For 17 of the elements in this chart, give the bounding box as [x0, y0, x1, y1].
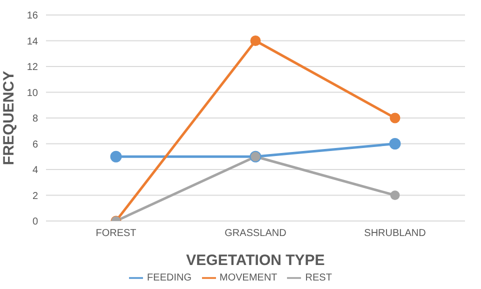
y-axis-title: FREQUENCY	[0, 70, 18, 166]
y-tick-label: 10	[26, 88, 38, 99]
y-tick-label: 16	[26, 10, 38, 22]
x-tick-label: SHRUBLAND	[364, 228, 426, 240]
legend-label: FEEDING	[147, 272, 192, 284]
y-tick-label: 12	[26, 62, 38, 74]
legend-label: REST	[305, 272, 332, 284]
legend-label: MOVEMENT	[220, 272, 278, 284]
y-tick-label: 8	[32, 114, 38, 125]
y-tick-label: 2	[32, 190, 38, 202]
x-tick-label: GRASSLAND	[224, 228, 286, 240]
y-tick-label: 4	[32, 165, 38, 176]
y-tick-label: 0	[32, 216, 38, 228]
x-axis-title: VEGETATION TYPE	[186, 252, 325, 269]
y-tick-label: 14	[26, 36, 38, 48]
y-tick-label: 6	[32, 139, 38, 150]
x-tick-label: FOREST	[96, 228, 136, 240]
